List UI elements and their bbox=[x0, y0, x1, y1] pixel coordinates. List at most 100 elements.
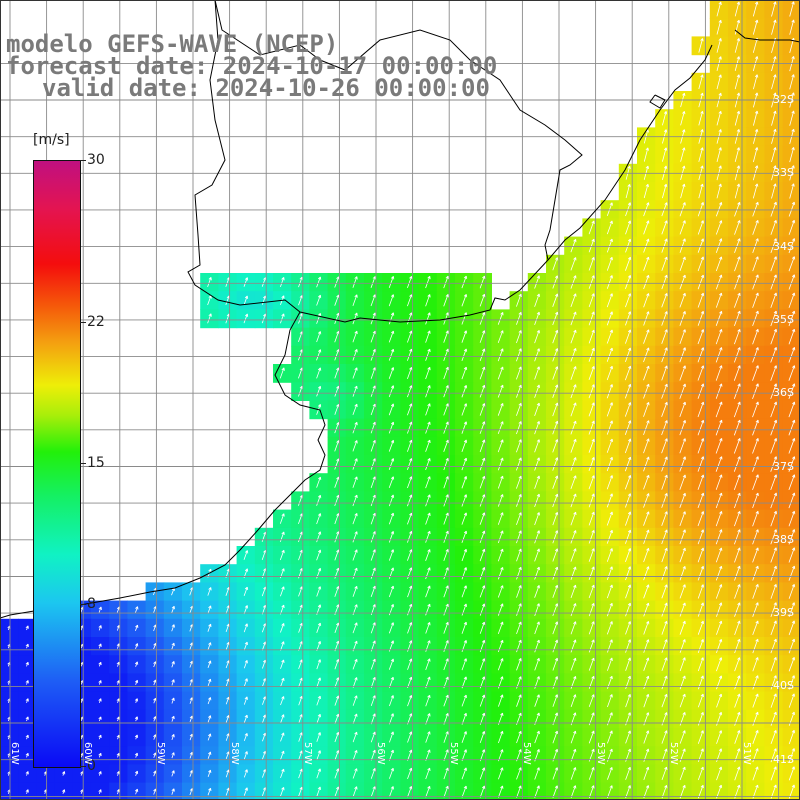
wind-arrow bbox=[606, 256, 613, 271]
wind-arrow bbox=[98, 643, 102, 649]
colorbar-tick-label: 8 bbox=[87, 596, 96, 613]
wind-arrow bbox=[734, 766, 741, 781]
wind-arrow bbox=[697, 584, 704, 599]
wind-arrow bbox=[625, 766, 631, 780]
wind-arrow bbox=[752, 693, 759, 708]
colorbar-tick-mark bbox=[80, 604, 86, 606]
wind-arrow bbox=[534, 402, 540, 417]
wind-arrow bbox=[352, 713, 358, 725]
wind-arrow bbox=[643, 584, 650, 599]
wind-arrow bbox=[461, 385, 468, 398]
wind-arrow bbox=[443, 694, 449, 707]
wind-arrow bbox=[570, 257, 577, 271]
wind-arrow bbox=[552, 566, 559, 580]
wind-arrow bbox=[606, 475, 613, 490]
colorbar-tick-mark bbox=[80, 463, 86, 464]
wind-arrow bbox=[733, 474, 741, 491]
wind-arrow bbox=[534, 657, 540, 671]
wind-arrow bbox=[552, 493, 559, 508]
latitude-label: 32S bbox=[773, 93, 794, 106]
wind-arrow bbox=[625, 347, 632, 363]
wind-arrow bbox=[716, 147, 722, 163]
wind-arrow bbox=[734, 110, 741, 126]
wind-arrow bbox=[733, 365, 741, 381]
wind-arrow bbox=[461, 749, 467, 762]
wind-arrow bbox=[770, 565, 777, 581]
wind-arrow bbox=[734, 329, 741, 345]
wind-arrow bbox=[171, 605, 175, 614]
wind-arrow bbox=[389, 767, 394, 779]
wind-arrow bbox=[752, 365, 759, 381]
wind-arrow bbox=[552, 548, 559, 562]
wind-arrow bbox=[189, 733, 193, 741]
wind-arrow bbox=[134, 788, 139, 795]
wind-arrow bbox=[497, 494, 504, 507]
wind-arrow bbox=[298, 750, 303, 760]
wind-arrow bbox=[552, 475, 559, 489]
wind-arrow bbox=[497, 658, 504, 671]
wind-arrow bbox=[588, 694, 595, 708]
wind-arrow bbox=[625, 220, 632, 235]
wind-arrow bbox=[752, 328, 759, 345]
wind-arrow bbox=[134, 679, 139, 685]
wind-arrow bbox=[734, 238, 741, 253]
longitude-label: 55W bbox=[448, 742, 460, 765]
wind-arrow bbox=[606, 347, 613, 362]
wind-arrow bbox=[352, 677, 358, 688]
wind-arrow bbox=[352, 658, 358, 670]
wind-arrow bbox=[570, 293, 577, 308]
wind-arrow bbox=[770, 365, 777, 381]
wind-arrow bbox=[388, 567, 395, 579]
wind-arrow bbox=[788, 565, 796, 581]
wind-arrow bbox=[316, 768, 321, 779]
wind-arrow bbox=[570, 438, 577, 453]
wind-arrow bbox=[316, 513, 322, 525]
wind-arrow bbox=[134, 734, 139, 740]
wind-arrow bbox=[352, 695, 358, 706]
wind-arrow bbox=[661, 730, 668, 744]
wind-arrow bbox=[280, 313, 285, 324]
wind-arrow bbox=[679, 220, 686, 235]
wind-arrow bbox=[479, 275, 486, 289]
wind-arrow bbox=[697, 220, 704, 235]
wind-arrow bbox=[407, 512, 413, 525]
wind-cell bbox=[782, 782, 800, 800]
wind-arrow bbox=[316, 531, 322, 543]
wind-arrow bbox=[98, 734, 102, 740]
wind-arrow bbox=[334, 695, 340, 706]
wind-arrow bbox=[370, 731, 376, 743]
wind-arrow bbox=[479, 330, 486, 343]
wind-arrow bbox=[225, 660, 230, 669]
wind-arrow bbox=[788, 383, 796, 400]
wind-arrow bbox=[352, 549, 358, 561]
wind-arrow bbox=[752, 19, 759, 35]
wind-arrow bbox=[516, 330, 522, 344]
wind-arrow bbox=[243, 586, 249, 597]
wind-arrow bbox=[443, 731, 449, 743]
wind-arrow bbox=[606, 529, 613, 544]
wind-arrow bbox=[479, 749, 486, 762]
wind-arrow bbox=[352, 440, 358, 452]
wind-arrow bbox=[788, 638, 795, 654]
wind-arrow bbox=[661, 220, 668, 235]
wind-arrow bbox=[207, 623, 212, 632]
wind-arrow bbox=[461, 348, 468, 362]
wind-arrow bbox=[679, 547, 686, 563]
wind-arrow bbox=[225, 787, 230, 796]
wind-arrow bbox=[497, 457, 504, 471]
wind-arrow bbox=[280, 586, 285, 597]
wind-arrow bbox=[607, 730, 613, 744]
wind-arrow bbox=[479, 421, 486, 434]
wind-arrow bbox=[516, 439, 522, 453]
colorbar-tick-label: 15 bbox=[87, 455, 105, 471]
wind-arrow bbox=[534, 566, 540, 580]
wind-arrow bbox=[171, 770, 175, 777]
wind-arrow bbox=[479, 731, 486, 744]
wind-arrow bbox=[407, 530, 413, 543]
wind-arrow bbox=[443, 549, 449, 562]
wind-arrow bbox=[588, 584, 595, 599]
wind-arrow bbox=[570, 603, 577, 617]
wind-arrow bbox=[770, 238, 777, 254]
wind-arrow bbox=[443, 348, 449, 362]
wind-arrow bbox=[752, 492, 759, 509]
